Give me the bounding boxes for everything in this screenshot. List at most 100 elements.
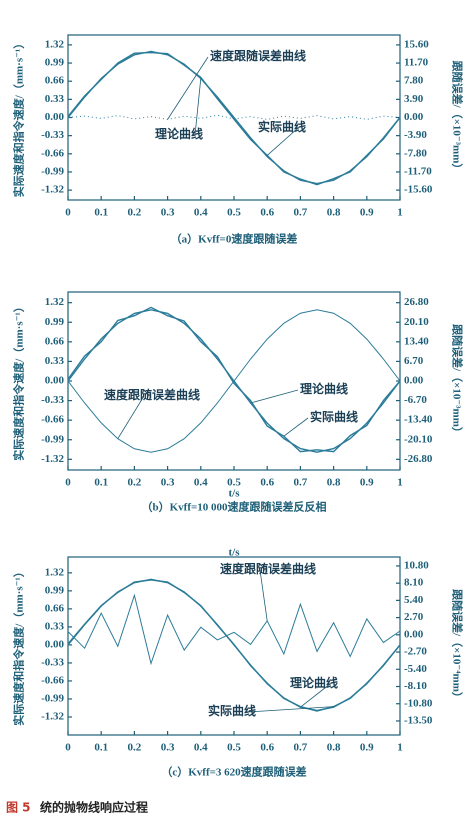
y2-tick-label: -26.80 (404, 453, 433, 465)
y2-tick-label: -8.10 (404, 680, 427, 692)
x-tick-label: 0.4 (194, 207, 208, 219)
label-leader (283, 417, 309, 437)
x-tick-label: 0.3 (161, 742, 175, 754)
x-tick-label: 0.8 (327, 742, 341, 754)
label-leader (250, 389, 299, 404)
y-tick-label: -0.66 (41, 414, 64, 426)
caption: （a）Kvff=0速度跟随误差 (171, 232, 298, 246)
x-tick-label: 0.5 (227, 742, 241, 754)
x-tick-label: 1 (397, 742, 403, 754)
x-tick-label: 0.6 (260, 477, 274, 489)
x-tick-label: 0.6 (260, 742, 274, 754)
series-label: 理论曲线 (300, 381, 348, 396)
y2-tick-label: -3.90 (404, 129, 427, 141)
label-leader (117, 395, 145, 439)
y-tick-label: 0.33 (45, 93, 65, 105)
x-axis-label: t/s (229, 547, 241, 559)
label-leader (300, 683, 331, 708)
label-leader (266, 127, 299, 156)
y2-tick-label: 0.00 (404, 375, 424, 387)
y2-axis-label: 跟随误差/（×10⁻³mm） (450, 324, 464, 438)
x-tick-label: 0.2 (128, 207, 142, 219)
x-tick-label: 0.7 (294, 477, 308, 489)
series-label: 速度跟随误差曲线 (210, 48, 306, 63)
series-label: 速度跟随误差曲线 (220, 561, 316, 576)
y-tick-label: -0.99 (41, 433, 64, 445)
series-label: 理论曲线 (290, 675, 338, 690)
y-tick-label: 0.66 (45, 602, 65, 614)
x-tick-label: 0.1 (94, 742, 108, 754)
y-tick-label: 0.99 (45, 584, 65, 596)
x-tick-label: 0.9 (360, 742, 374, 754)
x-tick-label: 0.7 (294, 207, 308, 219)
y2-tick-label: 26.80 (404, 296, 429, 308)
y2-tick-label: -2.70 (404, 646, 427, 658)
y2-tick-label: 3.90 (404, 93, 424, 105)
x-tick-label: 0.4 (194, 477, 208, 489)
x-tick-label: 0.6 (260, 207, 274, 219)
x-tick-label: 0 (65, 477, 71, 489)
y-tick-label: -1.32 (41, 184, 64, 196)
label-leader (259, 569, 268, 621)
series-line (67, 306, 401, 453)
series-label: 速度跟随误差曲线 (104, 387, 200, 402)
y-tick-label: 0.66 (45, 335, 65, 347)
y-tick-label: -0.33 (41, 656, 64, 668)
y-tick-label: 0.00 (45, 375, 65, 387)
y2-tick-label: 7.80 (404, 75, 424, 87)
x-tick-label: 0.1 (94, 477, 108, 489)
y-tick-label: 1.32 (45, 566, 65, 578)
y2-tick-label: 20.10 (404, 316, 429, 328)
y2-tick-label: -20.10 (404, 433, 433, 445)
y2-tick-label: 6.70 (404, 355, 424, 367)
y2-tick-label: 2.70 (404, 611, 424, 623)
label-leader (247, 706, 334, 713)
x-tick-label: 0.4 (194, 742, 208, 754)
series-line (67, 579, 401, 712)
x-tick-label: 0.3 (161, 207, 175, 219)
series-line (67, 114, 401, 120)
x-tick-label: 0.8 (327, 207, 341, 219)
x-tick-label: 0.8 (327, 477, 341, 489)
caption: （c）Kvff=3 620速度跟随误差 (161, 765, 306, 779)
x-axis-label: t/s (229, 488, 241, 500)
y-tick-label: 0.99 (45, 316, 65, 328)
y-tick-label: -0.66 (41, 674, 64, 686)
x-tick-label: 0.2 (128, 742, 142, 754)
y2-tick-label: -10.80 (404, 697, 433, 709)
y2-tick-label: 11.70 (404, 57, 429, 69)
y2-axis-label: 跟随误差/（×10⁻³mm） (450, 61, 464, 175)
series-line (67, 50, 401, 185)
series-line (67, 309, 401, 453)
y2-tick-label: -5.40 (404, 663, 427, 675)
label-leader (167, 56, 209, 120)
x-tick-label: 0.5 (227, 477, 241, 489)
y-tick-label: 0.33 (45, 355, 65, 367)
y2-tick-label: -11.70 (404, 165, 432, 177)
x-tick-label: 0 (65, 207, 71, 219)
y-axis-label: 实际速度和指令速度/（mm·s⁻¹） (12, 38, 26, 197)
y-tick-label: 0.00 (45, 111, 65, 123)
x-tick-label: 0.9 (360, 477, 374, 489)
x-tick-label: 0 (65, 742, 71, 754)
y2-tick-label: -15.60 (404, 184, 433, 196)
y-tick-label: -1.32 (41, 453, 64, 465)
y2-axis-label: 跟随误差/（×10⁻⁴mm） (450, 589, 464, 703)
series-label: 实际曲线 (310, 409, 358, 424)
y2-tick-label: 8.10 (404, 577, 424, 589)
figure-title: 统的抛物线响应过程 (40, 800, 148, 815)
x-tick-label: 1 (397, 207, 403, 219)
caption: （b）Kvff=10 000速度跟随误差反反相 (141, 500, 326, 514)
y2-tick-label: 0.00 (404, 111, 424, 123)
y2-tick-label: -13.50 (404, 714, 433, 726)
y2-tick-label: -7.80 (404, 147, 427, 159)
y-tick-label: 1.32 (45, 296, 65, 308)
y2-tick-label: -6.70 (404, 394, 427, 406)
y-tick-label: 1.32 (45, 38, 65, 50)
y-axis-label: 实际速度和指令速度/（mm·s⁻¹） (12, 566, 26, 725)
y-tick-label: 0.00 (45, 638, 65, 650)
series-label: 理论曲线 (155, 126, 203, 141)
series-line (67, 593, 401, 666)
y2-tick-label: 10.80 (404, 559, 429, 571)
